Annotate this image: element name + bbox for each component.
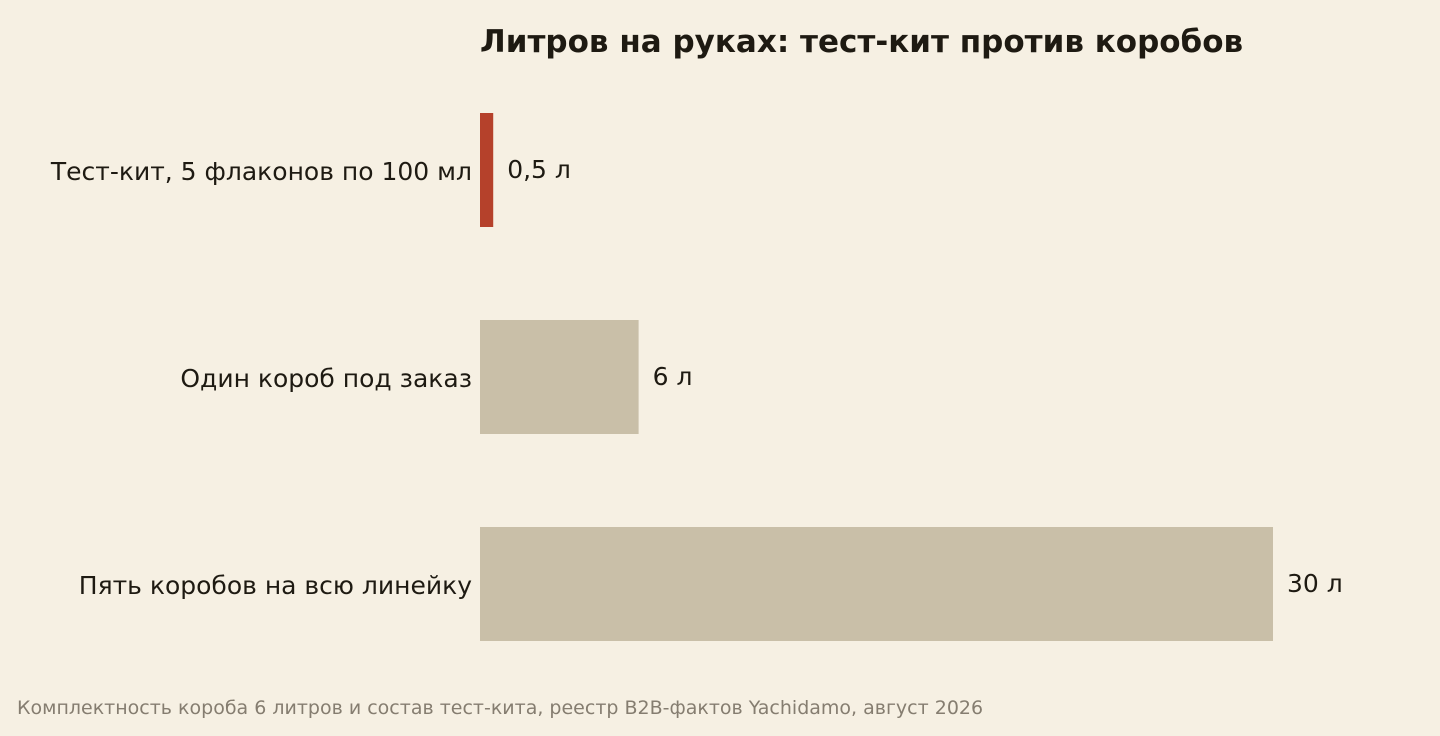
chart-caption: Комплектность короба 6 литров и состав т…: [17, 697, 983, 719]
category-label-1: Тест-кит, 5 флаконов по 100 мл: [50, 157, 472, 186]
category-label-3: Пять коробов на всю линейку: [79, 571, 472, 600]
chart-title: Литров на руках: тест-кит против коробов: [480, 24, 1243, 60]
value-label-2: 6 л: [653, 362, 693, 391]
bars-group: Тест-кит, 5 флаконов по 100 мл 0,5 л Один …: [50, 113, 1343, 641]
bar-2: [480, 320, 639, 434]
value-label-1: 0,5 л: [507, 155, 571, 184]
category-label-2: Один короб под заказ: [180, 364, 472, 393]
bar-1: [480, 113, 494, 227]
value-label-3: 30 л: [1287, 569, 1343, 598]
bar-3: [480, 527, 1273, 641]
